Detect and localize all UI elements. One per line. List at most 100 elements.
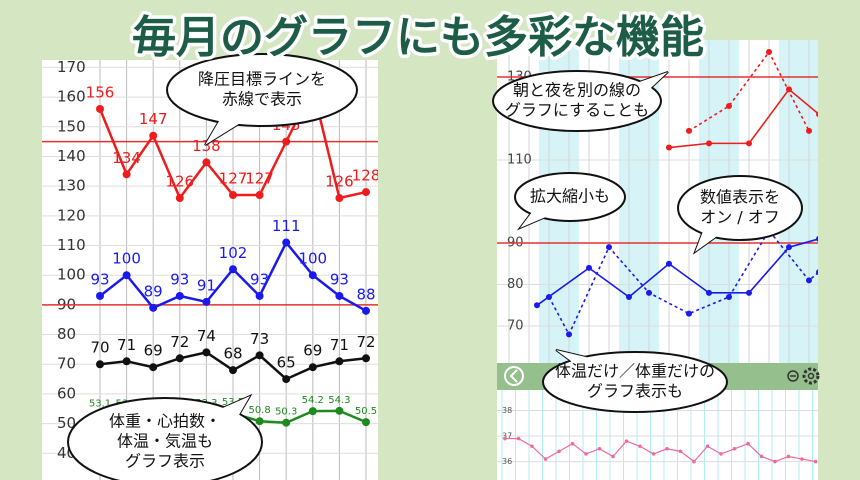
y-tick-label: 38	[502, 406, 512, 415]
settings-button[interactable]	[802, 367, 820, 385]
data-point	[806, 127, 812, 134]
series-line	[505, 437, 816, 463]
y-tick-label: 150	[57, 117, 86, 135]
data-point	[566, 331, 572, 338]
back-button[interactable]	[504, 366, 524, 386]
data-point	[570, 441, 575, 446]
data-point	[308, 363, 317, 372]
callout-text: 降圧目標ラインを	[198, 70, 326, 89]
data-point	[96, 291, 104, 300]
data-point	[282, 137, 291, 146]
data-point	[362, 188, 370, 197]
data-label: 93	[250, 270, 269, 288]
y-tick-label: 80	[507, 277, 524, 292]
callout-text: 赤線で表示	[222, 90, 302, 109]
series-line	[536, 238, 818, 306]
data-point	[624, 439, 629, 443]
y-tick-label: 120	[57, 206, 86, 224]
data-point	[705, 444, 710, 449]
y-tick-label: 70	[507, 319, 524, 334]
callout-tail-fill	[556, 350, 590, 364]
data-point	[202, 297, 211, 306]
y-tick-label: 110	[57, 236, 86, 254]
data-point	[255, 291, 264, 300]
data-point	[597, 447, 602, 451]
data-point	[255, 417, 264, 426]
data-point	[362, 354, 370, 363]
y-tick-label: 140	[57, 147, 86, 165]
data-label: 53.1	[89, 398, 111, 409]
data-point	[611, 454, 615, 459]
data-point	[686, 310, 692, 317]
callout-text: 体温だけ／体重だけの	[555, 362, 715, 381]
data-point	[335, 291, 344, 300]
data-point	[362, 418, 370, 427]
data-point	[706, 140, 712, 147]
data-point	[584, 452, 588, 456]
data-point	[149, 303, 158, 312]
data-point	[651, 452, 656, 456]
callout	[542, 351, 728, 413]
data-label: 138	[192, 137, 221, 155]
data-label: 134	[112, 149, 141, 167]
callout-tail-fill	[520, 208, 548, 228]
y-tick-label: 36	[502, 457, 512, 466]
data-point	[308, 407, 317, 416]
data-point	[122, 357, 131, 366]
data-point	[255, 191, 264, 200]
data-point	[229, 366, 237, 375]
data-point	[606, 244, 612, 251]
data-point	[557, 449, 561, 454]
y-tick-label: 50	[57, 414, 76, 432]
data-point	[813, 459, 818, 464]
data-point	[786, 244, 792, 251]
data-point	[766, 49, 772, 56]
data-point	[746, 289, 752, 296]
data-label: 126	[325, 173, 354, 191]
data-point	[202, 158, 211, 167]
data-label: 127	[245, 170, 274, 188]
callout-tail-fill	[205, 116, 242, 145]
data-point	[149, 363, 158, 372]
data-label: 70	[90, 339, 109, 357]
data-point	[175, 291, 184, 300]
data-label: 91	[197, 276, 216, 294]
data-point	[96, 360, 104, 369]
data-point	[362, 306, 370, 315]
data-point	[759, 454, 764, 459]
y-tick-label: 80	[57, 325, 76, 343]
data-label: 93	[330, 270, 349, 288]
data-label: 102	[219, 244, 248, 262]
data-point	[806, 277, 812, 284]
callout	[67, 397, 263, 480]
data-label: 126	[165, 173, 194, 191]
y-tick-label: 130	[57, 177, 86, 195]
callout-text: 体温・気温も	[117, 432, 213, 451]
data-point	[638, 444, 642, 449]
data-label: 93	[90, 270, 109, 288]
callout-text: グラフ表示も	[587, 382, 683, 401]
callout-text: 数値表示を	[700, 188, 780, 207]
data-point	[229, 191, 237, 200]
data-point	[816, 111, 818, 118]
callout-tail-fill	[695, 226, 720, 252]
data-point	[646, 289, 652, 296]
callout	[166, 53, 358, 127]
data-point	[335, 357, 344, 366]
data-point	[586, 264, 592, 271]
data-point	[335, 194, 344, 203]
data-point	[282, 375, 291, 384]
callout-text: 体重・心拍数・	[109, 412, 221, 431]
zoom-out-button[interactable]	[787, 370, 799, 382]
data-label: 74	[197, 327, 216, 345]
y-tick-label: 160	[57, 88, 86, 106]
data-label: 65	[277, 354, 296, 372]
data-point	[122, 271, 131, 280]
data-point	[149, 131, 158, 140]
callout-text: 朝と夜を別の線の	[513, 81, 641, 100]
page-title: 毎月のグラフにも多彩な機能	[132, 12, 704, 63]
data-point	[202, 348, 211, 357]
data-label: 111	[272, 217, 301, 235]
data-point	[335, 406, 344, 415]
data-point	[800, 457, 804, 461]
